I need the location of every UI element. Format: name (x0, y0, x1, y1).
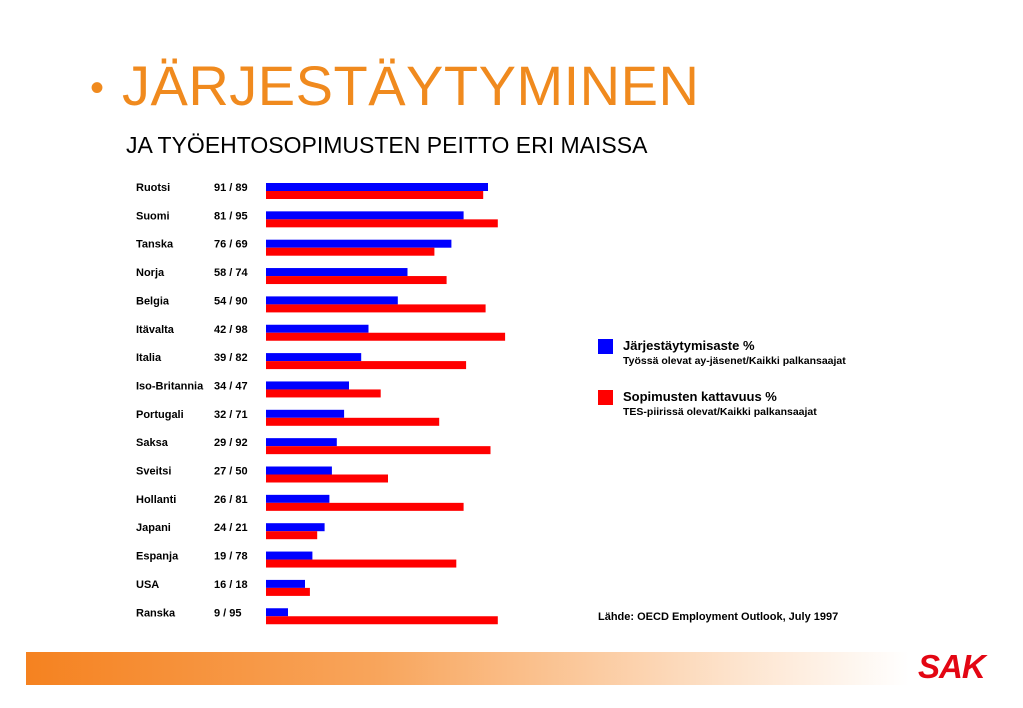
bar-coverage (266, 502, 464, 511)
category-label: Iso-Britannia (136, 380, 204, 392)
title-bullet: • (90, 66, 105, 110)
value-label: 54 / 90 (214, 295, 248, 307)
category-label: Italia (136, 352, 162, 364)
bar-membership (266, 353, 362, 362)
bar-membership (266, 608, 288, 617)
page-subtitle: JA TYÖEHTOSOPIMUSTEN PEITTO ERI MAISSA (126, 132, 648, 158)
sak-logo: SAK (918, 648, 986, 685)
bar-coverage (266, 361, 467, 370)
legend-swatch-red (598, 390, 613, 405)
bar-coverage (266, 417, 440, 426)
footer-gradient-bar (26, 652, 909, 685)
bar-coverage (266, 219, 498, 228)
bar-membership (266, 466, 332, 475)
category-label: Sveitsi (136, 466, 171, 478)
value-label: 29 / 92 (214, 437, 248, 449)
category-label: Itävalta (136, 324, 175, 336)
legend-swatch-blue (598, 339, 613, 354)
bar-coverage (266, 304, 486, 313)
bar-membership (266, 551, 313, 560)
bar-membership (266, 494, 330, 503)
category-label: Japani (136, 522, 171, 534)
bar-membership (266, 268, 408, 277)
bar-coverage (266, 587, 310, 596)
category-label: Norja (136, 267, 165, 279)
bar-coverage (266, 389, 381, 398)
category-label: Hollanti (136, 494, 176, 506)
bar-coverage (266, 559, 457, 568)
value-label: 32 / 71 (214, 409, 248, 421)
category-label: Tanska (136, 239, 174, 251)
category-label: Ruotsi (136, 182, 170, 194)
bar-coverage (266, 332, 506, 341)
bar-membership (266, 239, 452, 248)
bar-membership (266, 324, 369, 333)
bar-membership (266, 183, 488, 191)
value-label: 24 / 21 (214, 522, 248, 534)
value-label: 81 / 95 (214, 210, 248, 222)
value-label: 76 / 69 (214, 239, 248, 251)
bar-membership (266, 579, 305, 588)
legend-series-description: Työssä olevat ay-jäsenet/Kaikki palkansa… (623, 355, 846, 367)
value-label: 91 / 89 (214, 182, 248, 194)
bar-membership (266, 409, 345, 418)
category-label: Ranska (136, 607, 176, 619)
bar-coverage (266, 474, 388, 483)
value-label: 39 / 82 (214, 352, 248, 364)
value-label: 42 / 98 (214, 324, 248, 336)
bar-membership (266, 381, 349, 390)
bar-membership (266, 523, 325, 532)
category-label: Portugali (136, 409, 184, 421)
bar-membership (266, 296, 398, 305)
category-label: Saksa (136, 437, 169, 449)
legend-series-name: Sopimusten kattavuus % (623, 389, 777, 404)
value-label: 26 / 81 (214, 494, 248, 506)
value-label: 58 / 74 (214, 267, 249, 279)
category-label: USA (136, 579, 159, 591)
category-label: Espanja (136, 551, 179, 563)
category-label: Belgia (136, 295, 170, 307)
bar-coverage (266, 191, 484, 199)
bar-membership (266, 211, 464, 220)
value-label: 27 / 50 (214, 466, 248, 478)
bar-coverage (266, 616, 498, 625)
value-label: 34 / 47 (214, 380, 248, 392)
bar-coverage (266, 446, 491, 455)
legend-series-name: Järjestäytymisaste % (623, 338, 755, 353)
bar-coverage (266, 531, 318, 540)
value-label: 9 / 95 (214, 607, 242, 619)
bar-coverage (266, 247, 435, 256)
value-label: 16 / 18 (214, 579, 248, 591)
legend-series-description: TES-piirissä olevat/Kaikki palkansaajat (623, 406, 817, 418)
page-title: JÄRJESTÄYTYMINEN (122, 54, 700, 117)
bar-membership (266, 438, 337, 447)
source-note: Lähde: OECD Employment Outlook, July 199… (598, 611, 839, 623)
value-label: 19 / 78 (214, 551, 248, 563)
bar-coverage (266, 276, 447, 285)
category-label: Suomi (136, 210, 170, 222)
